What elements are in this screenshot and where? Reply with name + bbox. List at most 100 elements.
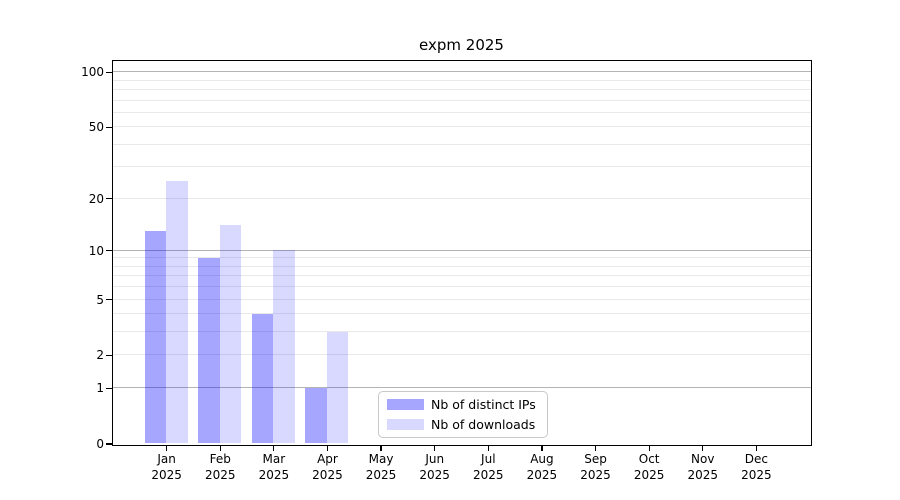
- x-tick-month: Dec: [744, 452, 768, 466]
- bar-downloads-feb: [219, 225, 242, 444]
- y-tick-mark: [106, 443, 112, 445]
- x-tick-mark: [273, 445, 275, 451]
- x-tick-mark: [594, 445, 597, 451]
- x-tick-mark: [434, 445, 436, 451]
- y-tick-mark: [106, 387, 112, 389]
- x-tick-label-oct: Oct 2025: [621, 452, 677, 483]
- x-tick-year: 2025: [312, 467, 343, 482]
- y-tick-mark: [106, 354, 112, 357]
- x-tick-month: Aug: [530, 452, 554, 466]
- y-tick-label: 10: [88, 243, 104, 258]
- x-tick-month: Jul: [481, 452, 496, 466]
- gridline-minor: [112, 88, 811, 90]
- y-tick-label: 20: [88, 191, 104, 206]
- x-tick-year: 2025: [473, 467, 504, 482]
- x-tick-label-mar: Mar 2025: [246, 452, 302, 483]
- x-tick-year: 2025: [419, 467, 450, 482]
- legend-label-downloads: Nb of downloads: [431, 416, 536, 432]
- y-tick-mark: [106, 71, 112, 73]
- gridline-minor: [112, 286, 811, 288]
- gridline-minor: [112, 111, 811, 113]
- x-tick-label-may: May 2025: [353, 452, 409, 483]
- x-tick-month: Oct: [638, 452, 660, 466]
- x-tick-mark: [166, 445, 168, 451]
- y-tick-label: 100: [81, 65, 104, 80]
- bar-downloads-apr: [326, 331, 349, 444]
- x-tick-label-jul: Jul 2025: [460, 452, 516, 483]
- gridline-minor: [112, 265, 811, 267]
- bar-downloads-jan: [166, 180, 188, 444]
- y-tick-mark: [106, 299, 112, 301]
- x-tick-year: 2025: [151, 467, 182, 482]
- legend-swatch-downloads: [387, 419, 424, 430]
- bar-distinct-ips-apr: [305, 387, 327, 444]
- gridline-minor: [112, 99, 811, 101]
- x-tick-month: Jan: [157, 452, 176, 466]
- y-tick-label: 5: [96, 292, 104, 307]
- x-tick-label-apr: Apr 2025: [299, 452, 355, 483]
- gridline-major: [112, 71, 811, 73]
- x-tick-label-sep: Sep 2025: [568, 452, 624, 483]
- x-tick-label-jun: Jun 2025: [407, 452, 463, 483]
- gridline-minor: [112, 354, 811, 356]
- x-tick-mark: [219, 445, 221, 451]
- gridline-minor: [112, 79, 811, 81]
- x-tick-month: Mar: [262, 452, 286, 466]
- y-tick-label: 1: [96, 381, 104, 396]
- x-tick-month: Sep: [584, 452, 607, 466]
- x-tick-label-aug: Aug 2025: [514, 452, 570, 483]
- x-tick-label-dec: Dec 2025: [728, 452, 784, 483]
- x-tick-year: 2025: [580, 467, 611, 482]
- gridline-minor: [112, 298, 811, 300]
- x-tick-mark: [487, 445, 489, 451]
- x-tick-month: May: [368, 452, 394, 466]
- gridline-minor: [112, 275, 811, 277]
- legend: Nb of distinct IPs Nb of downloads: [378, 391, 548, 438]
- x-tick-year: 2025: [633, 467, 665, 482]
- bar-distinct-ips-jan: [144, 230, 167, 444]
- x-tick-month: Apr: [317, 452, 338, 466]
- y-tick-mark: [106, 198, 112, 200]
- gridline-minor: [112, 331, 811, 333]
- legend-label-distinct-ips: Nb of distinct IPs: [431, 396, 536, 412]
- legend-item-distinct-ips: Nb of distinct IPs: [387, 396, 539, 412]
- x-tick-label-jan: Jan 2025: [139, 452, 195, 483]
- y-tick-label: 0: [96, 437, 104, 451]
- y-tick-mark: [106, 250, 112, 252]
- x-tick-mark: [326, 445, 329, 451]
- x-tick-month: Jun: [425, 452, 445, 466]
- x-tick-label-feb: Feb 2025: [192, 452, 248, 483]
- x-tick-year: 2025: [526, 467, 558, 482]
- y-tick-label: 2: [96, 348, 104, 363]
- gridline-minor: [112, 197, 811, 199]
- gridline-minor: [112, 313, 811, 315]
- y-tick-mark: [106, 126, 112, 128]
- bar-downloads-mar: [273, 250, 295, 444]
- x-tick-mark: [648, 445, 650, 451]
- y-tick-label: 50: [88, 120, 104, 135]
- x-tick-month: Nov: [691, 452, 715, 466]
- chart-title: expm 2025: [419, 36, 504, 54]
- gridline-minor: [112, 257, 811, 259]
- gridline-minor: [112, 166, 811, 168]
- gridline-major: [112, 249, 811, 251]
- legend-swatch-distinct-ips: [387, 399, 424, 410]
- bar-distinct-ips-feb: [198, 257, 220, 444]
- x-tick-year: 2025: [741, 467, 772, 482]
- gridline-minor: [112, 126, 811, 128]
- bar-distinct-ips-mar: [251, 313, 274, 444]
- plot-area: [111, 59, 812, 446]
- gridline-major: [112, 387, 811, 389]
- x-tick-year: 2025: [365, 467, 397, 482]
- x-tick-mark: [541, 445, 543, 451]
- x-tick-month: Feb: [209, 452, 231, 466]
- x-tick-year: 2025: [687, 467, 719, 482]
- x-tick-mark: [702, 445, 704, 451]
- legend-item-downloads: Nb of downloads: [387, 416, 539, 432]
- x-tick-mark: [380, 445, 382, 451]
- x-tick-label-nov: Nov 2025: [675, 452, 731, 483]
- x-tick-year: 2025: [204, 467, 236, 482]
- x-tick-year: 2025: [258, 467, 290, 482]
- gridline-minor: [112, 143, 811, 145]
